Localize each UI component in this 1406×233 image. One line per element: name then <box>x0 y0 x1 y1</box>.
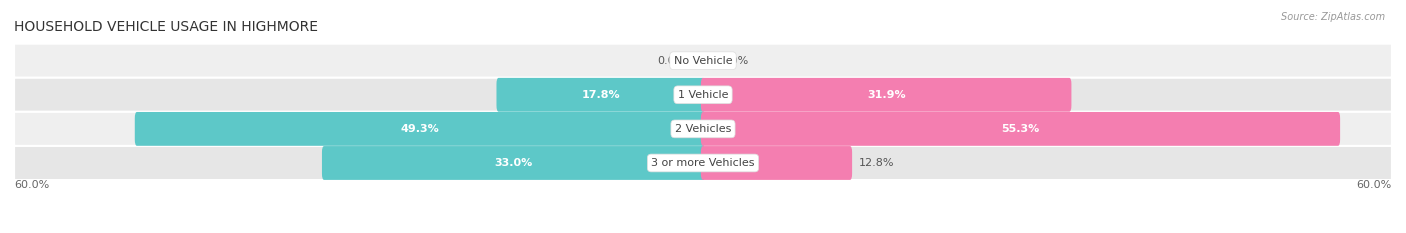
Text: 60.0%: 60.0% <box>14 180 49 190</box>
Text: 31.9%: 31.9% <box>868 90 905 100</box>
Text: Source: ZipAtlas.com: Source: ZipAtlas.com <box>1281 12 1385 22</box>
Text: HOUSEHOLD VEHICLE USAGE IN HIGHMORE: HOUSEHOLD VEHICLE USAGE IN HIGHMORE <box>14 20 318 34</box>
FancyBboxPatch shape <box>700 78 1071 112</box>
FancyBboxPatch shape <box>700 146 852 180</box>
FancyBboxPatch shape <box>322 146 706 180</box>
Text: 2 Vehicles: 2 Vehicles <box>675 124 731 134</box>
FancyBboxPatch shape <box>496 78 706 112</box>
Legend: Owner-occupied, Renter-occupied: Owner-occupied, Renter-occupied <box>588 230 818 233</box>
Text: 0.0%: 0.0% <box>658 56 686 66</box>
Text: 0.0%: 0.0% <box>720 56 748 66</box>
Text: 17.8%: 17.8% <box>582 90 620 100</box>
Text: 3 or more Vehicles: 3 or more Vehicles <box>651 158 755 168</box>
Text: 55.3%: 55.3% <box>1001 124 1039 134</box>
Text: 1 Vehicle: 1 Vehicle <box>678 90 728 100</box>
FancyBboxPatch shape <box>14 112 1392 146</box>
Text: No Vehicle: No Vehicle <box>673 56 733 66</box>
FancyBboxPatch shape <box>14 44 1392 78</box>
Text: 33.0%: 33.0% <box>495 158 533 168</box>
Text: 12.8%: 12.8% <box>859 158 894 168</box>
FancyBboxPatch shape <box>14 78 1392 112</box>
Text: 49.3%: 49.3% <box>401 124 439 134</box>
FancyBboxPatch shape <box>14 146 1392 180</box>
FancyBboxPatch shape <box>135 112 706 146</box>
FancyBboxPatch shape <box>700 112 1340 146</box>
Text: 60.0%: 60.0% <box>1357 180 1392 190</box>
